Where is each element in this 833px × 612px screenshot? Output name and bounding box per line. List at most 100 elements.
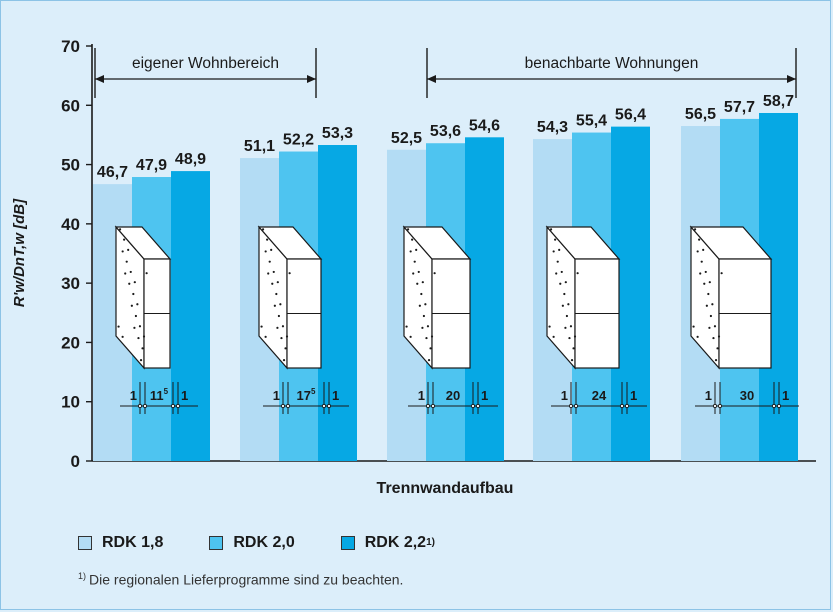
dimension-superscript: 5	[164, 387, 169, 396]
plaster-dot	[554, 238, 557, 241]
dimension-tick	[712, 403, 718, 409]
y-tick-label: 40	[61, 215, 80, 234]
plaster-dot	[139, 359, 143, 362]
plaster-dot	[421, 326, 424, 329]
dimension-label: 1	[418, 388, 425, 403]
plaster-dot	[276, 326, 279, 329]
plaster-dot	[415, 248, 418, 251]
plaster-dot	[121, 335, 124, 338]
plaster-dot	[411, 238, 414, 241]
plaster-dot	[280, 336, 283, 340]
plaster-dot	[572, 347, 575, 350]
bar-value-label: 47,9	[136, 157, 167, 174]
plaster-dot	[277, 314, 280, 318]
dimension-label: 1	[181, 388, 188, 403]
dimension-tick	[285, 403, 291, 409]
plaster-dot	[416, 282, 419, 285]
dimension-label: 1	[273, 388, 280, 403]
y-tick-label: 0	[71, 452, 80, 471]
plaster-dot	[560, 270, 563, 274]
plaster-dot	[555, 272, 558, 275]
plaster-dot	[132, 292, 135, 296]
plaster-dot	[421, 281, 424, 284]
plaster-dot	[714, 359, 718, 362]
bar-value-label: 48,9	[175, 151, 206, 168]
dimension-tick	[137, 403, 143, 409]
plaster-dot	[266, 238, 269, 241]
bar-value-label: 54,6	[469, 117, 500, 134]
legend-item-rdk-2-2: RDK 2,2 1)	[340, 534, 435, 552]
plaster-dot	[692, 325, 695, 328]
dimension-tick	[326, 403, 332, 409]
plaster-dot	[703, 282, 706, 285]
plaster-dot	[426, 325, 430, 328]
plaster-dot	[409, 335, 412, 338]
y-axis-label: R'w/DnT,w [dB]	[11, 198, 28, 307]
plaster-dot	[417, 270, 420, 274]
bar-value-label: 52,5	[391, 130, 422, 147]
plaster-dot	[430, 335, 434, 338]
plaster-dot	[704, 270, 707, 274]
bar-value-label: 56,4	[615, 107, 646, 124]
plaster-dot	[565, 314, 569, 318]
plaster-dot	[705, 304, 708, 307]
plaster-dot	[273, 304, 276, 307]
plaster-dot	[709, 314, 713, 318]
plaster-dot	[567, 303, 570, 306]
plaster-dot	[717, 335, 721, 338]
legend-swatch	[78, 536, 92, 550]
plaster-dot	[564, 326, 567, 329]
dimension-tick	[573, 403, 579, 409]
legend-item-rdk-2-0: RDK 2,0	[209, 534, 295, 552]
y-tick-label: 50	[61, 156, 80, 175]
dimension-tick	[771, 403, 777, 409]
dimension-tick	[624, 403, 630, 409]
bar-value-label: 46,7	[97, 164, 128, 181]
dimension-label: 1	[705, 388, 712, 403]
plaster-dot	[712, 336, 715, 340]
bar-value-label: 52,2	[283, 132, 314, 149]
plaster-dot	[285, 335, 289, 338]
plaster-dot	[568, 336, 571, 340]
legend-label: RDK 2,2	[364, 534, 427, 551]
plaster-dot	[708, 281, 711, 284]
bracket-arrowhead	[427, 75, 436, 83]
plaster-dot	[707, 292, 710, 296]
legend: RDK 1,8 RDK 2,0 RDK 2,2 1)	[78, 534, 481, 552]
plaster-dot	[117, 325, 120, 328]
plaster-dot	[261, 228, 265, 231]
plaster-dot	[720, 272, 723, 275]
bracket-label: benachbarte Wohnungen	[525, 55, 699, 72]
plaster-dot	[696, 335, 699, 338]
plaster-dot	[429, 347, 432, 350]
dimension-label: 30	[740, 388, 754, 403]
plaster-dot	[272, 270, 275, 274]
dimension-tick	[425, 403, 431, 409]
plaster-dot	[708, 326, 711, 329]
plaster-dot	[123, 238, 126, 241]
legend-item-rdk-1-8: RDK 1,8	[78, 534, 163, 552]
plaster-dot	[420, 292, 423, 296]
plaster-dot	[275, 292, 278, 296]
plaster-dot	[268, 260, 271, 263]
plaster-dot	[702, 248, 705, 251]
dimension-label: 1	[630, 388, 637, 403]
plaster-dot	[138, 325, 142, 328]
dimension-tick	[430, 403, 436, 409]
bar-value-label: 55,4	[576, 113, 607, 130]
plaster-dot	[145, 272, 148, 275]
dimension-tick	[568, 403, 574, 409]
plaster-dot	[264, 335, 267, 338]
plaster-dot	[418, 304, 421, 307]
plaster-dot	[564, 281, 567, 284]
plaster-dot	[125, 260, 128, 263]
plaster-dot	[281, 325, 285, 328]
plaster-dot	[425, 336, 428, 340]
dimension-label: 1	[782, 388, 789, 403]
plaster-dot	[433, 272, 436, 275]
plaster-dot	[549, 228, 553, 231]
plaster-dot	[127, 248, 130, 251]
bracket-label: eigener Wohnbereich	[132, 55, 279, 72]
